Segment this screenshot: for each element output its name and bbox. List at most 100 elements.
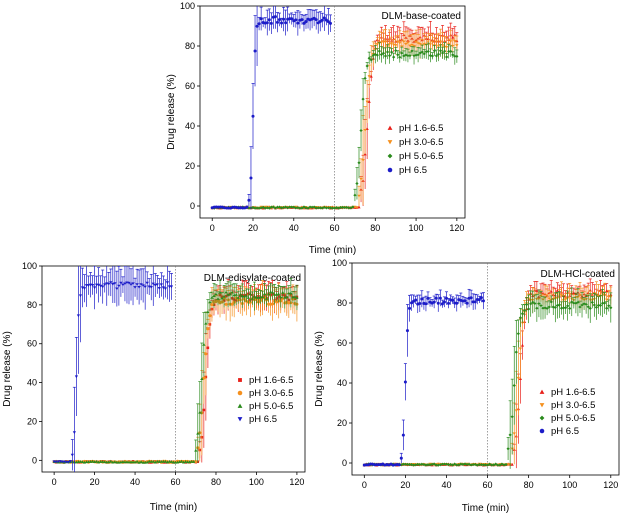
data-point xyxy=(273,15,277,19)
x-tick-label: 20 xyxy=(400,480,410,490)
x-tick-label: 60 xyxy=(330,223,340,233)
data-point xyxy=(275,205,280,209)
series-ph-6-5 xyxy=(362,288,485,467)
data-point xyxy=(520,343,525,347)
y-tick-label: 60 xyxy=(27,339,37,349)
data-point xyxy=(210,303,214,307)
data-point xyxy=(422,52,426,56)
legend-marker xyxy=(539,428,545,434)
data-point xyxy=(535,306,539,310)
legend-marker xyxy=(387,125,393,130)
data-point xyxy=(453,33,457,37)
data-point xyxy=(432,49,437,53)
data-point xyxy=(506,463,510,467)
data-point xyxy=(512,383,516,388)
data-point xyxy=(250,296,254,300)
data-point xyxy=(410,49,414,53)
data-point xyxy=(383,40,388,44)
data-point xyxy=(407,306,412,310)
data-point xyxy=(426,463,430,467)
data-point xyxy=(392,55,396,59)
data-point xyxy=(363,129,367,132)
data-point xyxy=(512,432,516,436)
data-point xyxy=(113,282,117,286)
data-point xyxy=(516,332,520,336)
data-point xyxy=(453,54,457,58)
data-point xyxy=(539,303,543,308)
data-point xyxy=(406,41,410,45)
data-point xyxy=(385,50,390,54)
data-point xyxy=(570,300,574,304)
data-point xyxy=(245,205,249,209)
legend-marker xyxy=(238,378,242,382)
data-point xyxy=(529,302,533,306)
x-axis-title: Time (min) xyxy=(150,502,197,513)
data-point xyxy=(365,100,369,104)
data-point xyxy=(322,16,326,20)
data-point xyxy=(155,459,159,463)
data-point xyxy=(367,75,371,79)
data-point xyxy=(430,40,434,44)
data-point xyxy=(165,281,170,285)
data-point xyxy=(78,460,83,463)
data-point xyxy=(418,42,422,46)
x-tick-label: 40 xyxy=(130,477,140,487)
y-tick-label: 100 xyxy=(22,261,37,271)
data-point xyxy=(375,43,379,47)
data-point xyxy=(426,40,430,44)
data-point xyxy=(280,21,284,25)
data-point xyxy=(535,289,539,292)
data-point xyxy=(445,55,449,59)
data-point xyxy=(293,294,297,298)
data-point xyxy=(479,296,483,300)
data-point xyxy=(153,460,157,464)
legend-label: pH 6.5 xyxy=(551,426,579,437)
data-point xyxy=(449,49,453,53)
chart-edisylate-coated: 0 20 40 60 80 100 120 0 20 40 60 80 100 Time (min) Dru… xyxy=(2,261,306,513)
legend-label: pH 5.0-6.5 xyxy=(399,151,443,162)
data-point xyxy=(396,40,400,44)
data-point xyxy=(202,376,206,380)
y-tick-label: 100 xyxy=(332,258,347,268)
data-point xyxy=(151,459,155,463)
data-point xyxy=(222,294,226,298)
data-point xyxy=(292,205,296,209)
data-point xyxy=(477,298,481,302)
data-point xyxy=(559,293,564,297)
data-point xyxy=(455,463,459,467)
data-point xyxy=(394,44,398,47)
y-tick-label: 60 xyxy=(185,81,195,91)
data-point xyxy=(436,44,441,48)
y-axis-title: Drug release (%) xyxy=(314,331,325,407)
legend-marker xyxy=(539,389,545,394)
data-point xyxy=(402,40,406,44)
panel-title: DLM-HCl-coated xyxy=(541,269,615,280)
data-point xyxy=(264,296,269,300)
data-point xyxy=(320,18,324,22)
data-point xyxy=(220,296,224,300)
legend-label: pH 6.5 xyxy=(249,414,277,425)
data-point xyxy=(137,285,141,289)
data-point xyxy=(365,64,369,68)
data-point xyxy=(99,459,103,463)
data-point xyxy=(266,292,271,296)
data-point xyxy=(277,292,281,296)
data-point xyxy=(236,295,240,299)
data-point xyxy=(367,100,371,103)
data-point xyxy=(290,205,294,209)
data-point xyxy=(198,410,202,414)
data-point xyxy=(605,306,609,310)
data-point xyxy=(103,460,107,464)
data-point xyxy=(257,22,261,26)
data-layer xyxy=(210,6,459,210)
y-axis-title: Drug release (%) xyxy=(2,331,13,407)
data-point xyxy=(428,463,432,467)
data-point xyxy=(420,462,424,466)
x-tick-label: 0 xyxy=(210,223,215,233)
legend-label: pH 5.0-6.5 xyxy=(551,413,595,424)
series-ph-5-0-6-5 xyxy=(52,278,299,464)
data-point xyxy=(242,294,246,298)
data-point xyxy=(151,282,155,286)
data-point xyxy=(163,287,168,291)
data-point xyxy=(155,283,159,287)
